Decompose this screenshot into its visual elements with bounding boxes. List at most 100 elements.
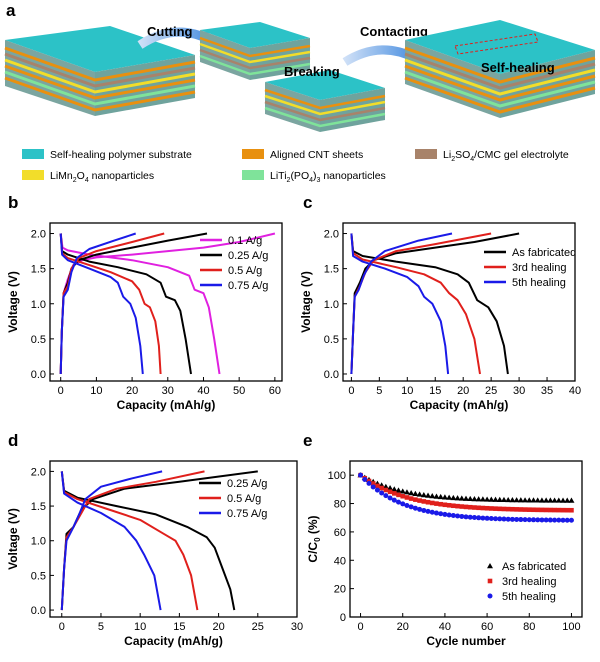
data-point bbox=[387, 495, 393, 501]
data-point bbox=[370, 481, 376, 486]
data-point bbox=[446, 502, 452, 508]
data-point bbox=[492, 496, 499, 502]
data-point bbox=[383, 487, 389, 493]
data-point bbox=[408, 496, 414, 501]
data-point bbox=[463, 495, 469, 501]
data-point bbox=[417, 498, 422, 503]
series-charge-curve bbox=[60, 470, 163, 611]
data-point bbox=[446, 512, 452, 518]
data-point bbox=[543, 507, 549, 513]
data-point bbox=[471, 515, 477, 521]
data-point bbox=[434, 501, 439, 506]
data-point bbox=[450, 513, 456, 519]
data-point bbox=[497, 506, 503, 512]
data-point bbox=[403, 489, 410, 495]
panel-b: 0 10 20 30 40 50 60 0.0 0.5 1.0 1.5 2.0 Capacity (mA… bbox=[6, 193, 283, 412]
data-point bbox=[509, 497, 516, 503]
legend-swatch-cnt bbox=[242, 149, 264, 159]
data-point bbox=[522, 507, 528, 512]
x-tick-label: 40 bbox=[439, 621, 451, 633]
data-point bbox=[463, 504, 469, 510]
x-tick-label: 35 bbox=[541, 385, 553, 397]
data-point bbox=[484, 515, 490, 521]
x-tick-label: 20 bbox=[212, 621, 224, 633]
data-point bbox=[471, 495, 478, 502]
data-point bbox=[433, 510, 439, 516]
legend-swatch-limn2o4 bbox=[22, 170, 44, 180]
series-discharge-curve bbox=[60, 471, 199, 611]
data-point bbox=[442, 502, 448, 508]
data-point bbox=[514, 507, 519, 512]
x-axis-label: Capacity (mAh/g) bbox=[117, 398, 216, 412]
series-discharge-curve bbox=[350, 233, 481, 375]
plot-frame bbox=[49, 222, 283, 382]
data-point bbox=[534, 497, 541, 503]
data-point bbox=[433, 493, 440, 499]
data-point bbox=[429, 500, 435, 506]
data-point bbox=[552, 507, 557, 513]
data-point bbox=[382, 483, 389, 489]
legend-label: 0.25 A/g bbox=[228, 250, 268, 262]
data-point bbox=[547, 517, 553, 523]
plot-frame bbox=[342, 222, 576, 382]
data-point bbox=[451, 503, 456, 509]
y-tick-label: 1.0 bbox=[324, 299, 339, 311]
data-point bbox=[438, 501, 443, 507]
data-point bbox=[493, 506, 498, 511]
x-tick-label: 0 bbox=[59, 621, 65, 633]
x-tick-label: 0 bbox=[58, 385, 64, 397]
data-point bbox=[441, 494, 448, 500]
legend-label: 3rd healing bbox=[502, 576, 556, 588]
data-point bbox=[480, 515, 486, 521]
x-axis-label: Capacity (mAh/g) bbox=[124, 634, 223, 648]
panel-label-d: d bbox=[8, 431, 18, 450]
data-point bbox=[535, 507, 541, 513]
series-discharge-curve bbox=[59, 233, 221, 375]
panel-e: 0 20 40 60 80 100 0 20 40 60 80 100 Cycle number C/C0… bbox=[303, 431, 583, 648]
data-point bbox=[564, 497, 571, 503]
data-point bbox=[379, 490, 385, 496]
data-point bbox=[556, 517, 562, 523]
panel-label-a: a bbox=[6, 1, 16, 20]
y-axis-label: Voltage (V) bbox=[6, 508, 20, 570]
legend-label: 3rd healing bbox=[512, 262, 566, 274]
data-point bbox=[564, 517, 570, 523]
series-charge-curve bbox=[59, 232, 137, 375]
data-point bbox=[455, 513, 461, 519]
series-discharge-curve bbox=[59, 233, 144, 375]
data-point bbox=[513, 497, 520, 503]
x-tick-label: 25 bbox=[485, 385, 497, 397]
x-tick-label: 20 bbox=[457, 385, 469, 397]
data-point bbox=[404, 495, 410, 500]
legend-marker bbox=[487, 563, 493, 569]
data-point bbox=[531, 507, 536, 513]
y-tick-label: 0.0 bbox=[324, 369, 339, 381]
data-point bbox=[370, 484, 376, 490]
series-charge-curve bbox=[350, 232, 492, 375]
y-tick-label: 1.5 bbox=[31, 501, 46, 513]
data-point bbox=[505, 496, 512, 503]
step-label-contacting: Contacting bbox=[360, 24, 428, 39]
data-point bbox=[518, 517, 524, 523]
data-point bbox=[543, 497, 550, 503]
data-point bbox=[446, 494, 453, 500]
panel-label-b: b bbox=[8, 193, 18, 212]
data-point bbox=[358, 472, 364, 478]
plot-frame bbox=[49, 460, 298, 618]
legend-label: 0.5 A/g bbox=[228, 265, 262, 277]
data-point bbox=[391, 491, 397, 496]
y-tick-label: 0.5 bbox=[31, 334, 46, 346]
data-point bbox=[387, 489, 393, 495]
legend-cnt-label: Aligned CNT sheets bbox=[270, 149, 363, 161]
legend-limn2o4-label: LiMn2O4 nanoparticles bbox=[50, 170, 154, 184]
legend-marker bbox=[487, 593, 493, 599]
data-point bbox=[535, 517, 541, 523]
y-tick-label: 0.0 bbox=[31, 369, 46, 381]
legend-label: 5th healing bbox=[512, 277, 566, 289]
x-tick-label: 25 bbox=[252, 621, 264, 633]
arrow-contacting-icon bbox=[342, 45, 418, 66]
panel-a: a Cutting bbox=[4, 1, 596, 184]
data-point bbox=[425, 492, 432, 498]
data-point bbox=[399, 488, 406, 494]
